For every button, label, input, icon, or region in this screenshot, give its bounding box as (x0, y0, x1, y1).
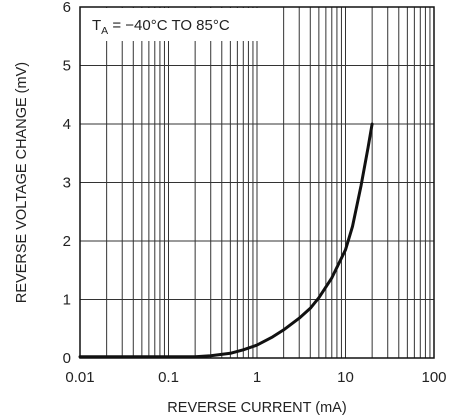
series-layer (78, 122, 374, 359)
plot-border (79, 6, 435, 359)
x-tick-label: 0.01 (65, 369, 94, 386)
y-tick-label: 1 (63, 292, 71, 309)
annotation-subscript: A (101, 25, 108, 37)
x-tick-label: 1 (253, 369, 261, 386)
tick-labels: 0.01 0.1 1 10 100 0 1 2 3 4 5 6 (63, 0, 447, 386)
y-tick-label: 5 (63, 58, 71, 75)
x-axis-label: REVERSE CURRENT (mA) (167, 400, 346, 416)
x-tick-label: 10 (337, 369, 354, 386)
grid (80, 7, 434, 358)
y-tick-label: 4 (63, 116, 71, 133)
annotation-layer: TA = −40°C TO 85°C (81, 8, 261, 41)
x-tick-label: 100 (421, 369, 446, 386)
y-axis-label: REVERSE VOLTAGE CHANGE (mV) (14, 62, 30, 303)
y-tick-label: 3 (63, 175, 71, 192)
series-line (78, 122, 374, 359)
y-tick-label: 6 (63, 0, 71, 16)
annotation-box (81, 8, 261, 41)
annotation-text: = −40°C TO 85°C (108, 17, 230, 34)
plot-frame (79, 6, 435, 359)
y-tick-label: 2 (63, 233, 71, 250)
x-tick-label: 0.1 (158, 369, 179, 386)
temperature-annotation: TA = −40°C TO 85°C (92, 17, 230, 37)
annotation-main: T (92, 17, 101, 34)
y-tick-label: 0 (63, 350, 71, 367)
